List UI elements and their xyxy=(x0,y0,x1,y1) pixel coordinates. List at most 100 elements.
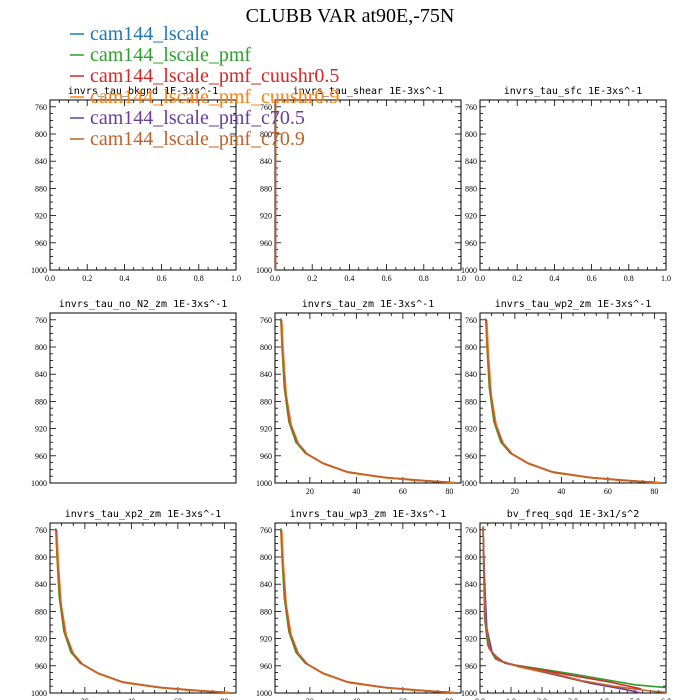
panel-title: invrs_tau_wp2_zm 1E-3xs^-1 xyxy=(495,299,652,310)
y-tick-label: 840 xyxy=(260,370,272,379)
x-tick-label: 20 xyxy=(306,697,314,700)
plot-frame xyxy=(274,312,462,484)
plot-frame xyxy=(49,522,237,694)
y-tick-label: 800 xyxy=(35,343,47,352)
series-line xyxy=(280,528,450,694)
series-line xyxy=(485,318,655,484)
series-line xyxy=(482,529,642,694)
x-tick-label: 0.0 xyxy=(475,697,485,700)
panel-grid: invrs_tau_bkgnd 1E-3xs^-1 760 800 840 880 920… xyxy=(31,86,671,700)
series-line xyxy=(56,533,230,694)
x-tick-label: 0.0 xyxy=(45,274,55,283)
y-tick-label: 960 xyxy=(35,452,47,461)
x-tick-label: 20 xyxy=(511,487,519,496)
y-tick-label: 920 xyxy=(35,212,47,221)
x-tick-label: 0.8 xyxy=(419,274,429,283)
legend: cam144_lscalecam144_lscale_pmfcam144_lsc… xyxy=(70,23,339,150)
series-line xyxy=(280,321,450,484)
legend-entry: cam144_lscale_pmf_cuushr0.5 xyxy=(90,65,339,87)
y-tick-label: 880 xyxy=(260,607,272,616)
x-tick-label: 0.4 xyxy=(549,274,559,283)
y-tick-label: 1000 xyxy=(256,266,272,275)
y-tick-label: 960 xyxy=(35,239,47,248)
y-tick-label: 760 xyxy=(260,103,272,112)
series-line xyxy=(55,529,223,694)
series-line xyxy=(485,321,655,484)
y-tick-label: 840 xyxy=(465,157,477,166)
y-tick-label: 960 xyxy=(465,662,477,671)
y-tick-label: 880 xyxy=(465,184,477,193)
x-tick-label: 60 xyxy=(604,487,612,496)
plot-frame xyxy=(49,312,237,484)
y-tick-label: 960 xyxy=(260,662,272,671)
y-tick-label: 880 xyxy=(35,184,47,193)
y-tick-label: 920 xyxy=(260,425,272,434)
series-line xyxy=(280,319,448,484)
x-tick-label: 1.0 xyxy=(456,274,466,283)
x-tick-label: 0.6 xyxy=(157,274,167,283)
y-tick-label: 760 xyxy=(260,316,272,325)
y-tick-label: 880 xyxy=(35,607,47,616)
plot-frame xyxy=(274,522,462,694)
y-tick-label: 880 xyxy=(465,607,477,616)
y-tick-label: 920 xyxy=(35,635,47,644)
x-tick-label: 6.0 xyxy=(661,697,671,700)
y-tick-label: 840 xyxy=(465,370,477,379)
y-tick-label: 960 xyxy=(260,452,272,461)
y-tick-label: 840 xyxy=(35,370,47,379)
series-line xyxy=(482,528,667,694)
x-tick-label: 0.8 xyxy=(624,274,634,283)
y-tick-label: 920 xyxy=(465,425,477,434)
panel-6: invrs_tau_wp2_zm 1E-3xs^-1 760 800 840 880 92… xyxy=(461,299,667,496)
x-tick-label: 0.0 xyxy=(475,274,485,283)
x-tick-label: 20 xyxy=(306,487,314,496)
x-tick-label: 80 xyxy=(445,697,453,700)
y-tick-label: 800 xyxy=(260,130,272,139)
x-tick-label: 0.6 xyxy=(587,274,597,283)
x-tick-label: 80 xyxy=(445,487,453,496)
series-line xyxy=(482,527,642,690)
y-tick-label: 800 xyxy=(260,553,272,562)
y-tick-label: 880 xyxy=(260,397,272,406)
panel-2: invrs_tau_shear 1E-3xs^-1 760 800 840 880 920… xyxy=(256,86,466,283)
y-tick-label: 760 xyxy=(260,526,272,535)
series-line xyxy=(486,323,660,484)
x-tick-label: 40 xyxy=(127,697,135,700)
y-tick-label: 760 xyxy=(465,103,477,112)
x-tick-label: 40 xyxy=(352,487,360,496)
y-tick-label: 800 xyxy=(465,130,477,139)
x-tick-label: 60 xyxy=(174,697,182,700)
y-tick-label: 840 xyxy=(260,157,272,166)
panel-8: invrs_tau_wp3_zm 1E-3xs^-1 760 800 840 880 92… xyxy=(256,509,462,700)
series-line xyxy=(482,529,636,693)
plot-frame xyxy=(479,312,667,484)
panel-7: invrs_tau_xp2_zm 1E-3xs^-1 760 800 840 880 92… xyxy=(31,509,237,700)
x-tick-label: 0.0 xyxy=(270,274,280,283)
y-tick-label: 840 xyxy=(35,580,47,589)
x-tick-label: 0.8 xyxy=(194,274,204,283)
plot-frame xyxy=(479,99,667,271)
series-line xyxy=(281,323,455,484)
legend-entry: cam144_lscale_pmf_c70.5 xyxy=(90,107,305,129)
y-tick-label: 960 xyxy=(465,239,477,248)
y-tick-label: 960 xyxy=(260,239,272,248)
y-tick-label: 1000 xyxy=(461,266,477,275)
y-tick-label: 1000 xyxy=(256,689,272,698)
series-line xyxy=(281,533,455,694)
x-tick-label: 0.4 xyxy=(344,274,354,283)
legend-entry: cam144_lscale_pmf xyxy=(90,44,251,66)
y-tick-label: 880 xyxy=(260,184,272,193)
panel-4: invrs_tau_no_N2_zm 1E-3xs^-1 760 800 840 880… xyxy=(31,299,237,488)
x-tick-label: 0.2 xyxy=(512,274,522,283)
panel-title: invrs_tau_xp2_zm 1E-3xs^-1 xyxy=(65,509,222,520)
x-tick-label: 4.0 xyxy=(599,697,609,700)
panel-title: invrs_tau_shear 1E-3xs^-1 xyxy=(293,86,444,97)
y-tick-label: 880 xyxy=(35,397,47,406)
y-tick-label: 840 xyxy=(35,157,47,166)
series-line xyxy=(280,529,448,694)
y-tick-label: 800 xyxy=(35,553,47,562)
x-tick-label: 0.2 xyxy=(307,274,317,283)
x-tick-label: 40 xyxy=(352,697,360,700)
panel-title: invrs_tau_sfc 1E-3xs^-1 xyxy=(504,86,642,97)
